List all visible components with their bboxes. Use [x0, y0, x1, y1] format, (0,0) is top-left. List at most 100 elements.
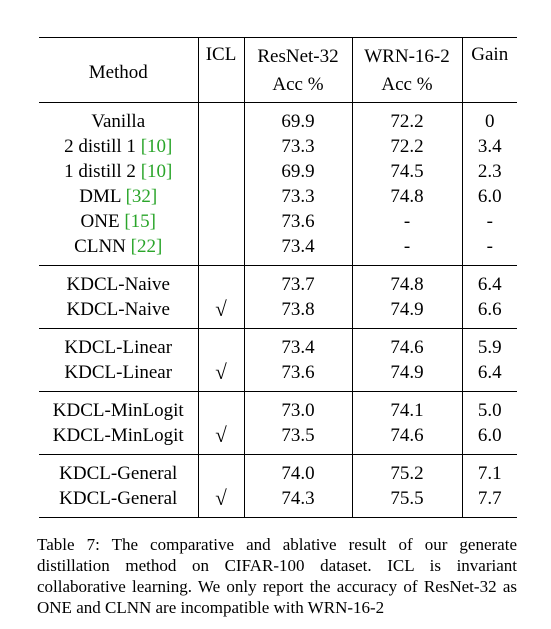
wrn-acc-cell: 74.8 — [351, 265, 462, 297]
wrn-acc-cell: 74.6 — [351, 423, 462, 455]
citation-link[interactable]: [22] — [130, 236, 163, 257]
icl-checkmark — [197, 391, 244, 423]
icl-checkmark: √ — [197, 297, 244, 329]
method-name: Vanilla — [91, 111, 146, 132]
method-name: 2 distill 1 — [64, 136, 141, 157]
resnet-acc-cell: 73.0 — [243, 391, 352, 423]
header-icl: ICL — [197, 37, 244, 103]
gain-cell: 2.3 — [461, 159, 517, 184]
method-name: KDCL-Linear — [64, 362, 173, 383]
gain-cell: 5.9 — [461, 328, 517, 360]
icl-checkmark — [197, 209, 244, 234]
icl-checkmark — [197, 328, 244, 360]
gain-cell: 6.0 — [461, 423, 517, 455]
header-wrn-name: WRN-16-2 — [351, 37, 462, 70]
icl-checkmark: √ — [197, 486, 244, 518]
table-row: ONE [15] 73.6- - — [39, 209, 517, 234]
resnet-acc-cell: 73.5 — [243, 423, 352, 455]
icl-checkmark: √ — [197, 360, 244, 392]
method-name: KDCL-Linear — [64, 337, 173, 358]
wrn-acc-cell: 75.2 — [351, 454, 462, 486]
method-name: KDCL-Naive — [66, 274, 170, 295]
table-row: DML [32] 73.3 74.8 6.0 — [39, 184, 517, 209]
icl-checkmark — [197, 454, 244, 486]
resnet-acc-cell: 73.3 — [243, 134, 352, 159]
method-cell: KDCL-Naive — [39, 265, 198, 297]
method-name: KDCL-MinLogit — [52, 400, 184, 421]
method-cell: KDCL-Linear — [39, 360, 198, 392]
icl-checkmark — [197, 102, 244, 134]
results-table: Method ICL ResNet-32 WRN-16-2 Gain Acc %… — [39, 37, 517, 518]
resnet-acc-cell: 73.8 — [243, 297, 352, 329]
gain-cell: 6.4 — [461, 360, 517, 392]
method-cell: KDCL-MinLogit — [39, 391, 198, 423]
icl-checkmark: √ — [197, 423, 244, 455]
table-row: KDCL-General 74.0 75.2 7.1 — [39, 454, 517, 486]
resnet-acc-cell: 69.9 — [243, 102, 352, 134]
resnet-acc-cell: 73.4 — [243, 234, 352, 266]
citation-link[interactable]: [32] — [125, 186, 158, 207]
method-name: KDCL-Naive — [66, 299, 170, 320]
icl-checkmark — [197, 184, 244, 209]
method-name: KDCL-General — [59, 488, 178, 509]
method-name: DML — [79, 186, 126, 207]
gain-cell: 6.6 — [461, 297, 517, 329]
gain-cell: 7.1 — [461, 454, 517, 486]
wrn-acc-cell: 74.5 — [351, 159, 462, 184]
gain-cell: - — [461, 234, 517, 266]
method-cell: KDCL-Linear — [39, 328, 198, 360]
header-method: Method — [39, 37, 198, 103]
citation-link[interactable]: [15] — [124, 211, 156, 232]
table-row: KDCL-MinLogit 73.0 74.1 5.0 — [39, 391, 517, 423]
method-name: CLNN — [74, 236, 131, 257]
resnet-acc-cell: 73.7 — [243, 265, 352, 297]
gain-cell: - — [461, 209, 517, 234]
method-cell: Vanilla — [39, 102, 198, 134]
table-row: KDCL-Linear √ 73.6 74.9 6.4 — [39, 360, 517, 392]
method-name: KDCL-MinLogit — [52, 425, 184, 446]
wrn-acc-cell: 74.9 — [351, 360, 462, 392]
resnet-acc-cell: 73.3 — [243, 184, 352, 209]
method-cell: KDCL-General — [39, 454, 198, 486]
header-gain: Gain — [461, 37, 517, 103]
resnet-acc-cell: 74.0 — [243, 454, 352, 486]
table-row: KDCL-General √ 74.3 75.5 7.7 — [39, 486, 517, 518]
table-row: Vanilla 69.9 72.2 0 — [39, 102, 517, 134]
table-row: KDCL-Linear 73.4 74.6 5.9 — [39, 328, 517, 360]
wrn-acc-cell: 75.5 — [351, 486, 462, 518]
resnet-acc-cell: 73.6 — [243, 360, 352, 392]
gain-cell: 0 — [461, 102, 517, 134]
gain-cell: 5.0 — [461, 391, 517, 423]
table-row: KDCL-MinLogit √ 73.5 74.6 6.0 — [39, 423, 517, 455]
header-row-1: Method ICL ResNet-32 WRN-16-2 Gain — [39, 37, 517, 103]
header-wrn-acc: Acc % — [351, 70, 462, 103]
table-row: CLNN [22] 73.4- - — [39, 234, 517, 266]
method-name: 1 distill 2 — [64, 161, 141, 182]
wrn-acc-cell: 72.2 — [351, 134, 462, 159]
table-header: Method ICL ResNet-32 WRN-16-2 Gain Acc %… — [39, 37, 517, 103]
wrn-acc-cell: 74.9 — [351, 297, 462, 329]
method-cell: KDCL-Naive — [39, 297, 198, 329]
wrn-acc-cell: 74.6 — [351, 328, 462, 360]
header-resnet-acc: Acc % — [243, 70, 352, 103]
header-resnet-name: ResNet-32 — [243, 37, 352, 70]
citation-link[interactable]: [10] — [140, 136, 173, 157]
table-row: 2 distill 1 [10] 73.3 72.2 3.4 — [39, 134, 517, 159]
table-row: KDCL-Naive √ 73.8 74.9 6.6 — [39, 297, 517, 329]
icl-checkmark — [197, 159, 244, 184]
wrn-acc-cell: - — [351, 209, 462, 234]
header-row-2: Acc % Acc % — [39, 70, 517, 103]
gain-cell: 3.4 — [461, 134, 517, 159]
table-caption: Table 7: The comparative and ablative re… — [37, 535, 517, 617]
citation-link[interactable]: [10] — [140, 161, 173, 182]
gain-cell: 6.4 — [461, 265, 517, 297]
method-cell: ONE [15] — [39, 209, 198, 234]
table-row: KDCL-Naive 73.7 74.8 6.4 — [39, 265, 517, 297]
method-cell: 1 distill 2 [10] — [39, 159, 198, 184]
method-name: KDCL-General — [59, 463, 178, 484]
icl-checkmark — [197, 234, 244, 266]
resnet-acc-cell: 73.6 — [243, 209, 352, 234]
method-name: ONE — [80, 211, 125, 232]
resnet-acc-cell: 74.3 — [243, 486, 352, 518]
